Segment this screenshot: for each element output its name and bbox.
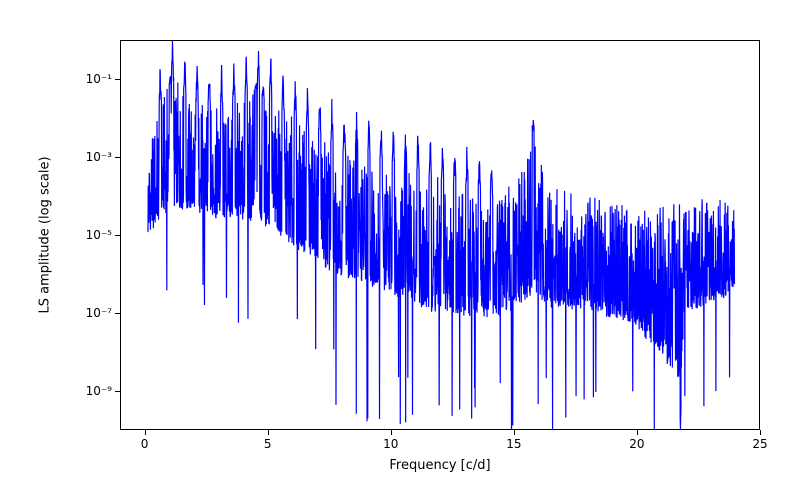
- y-axis-label: LS amplitude (log scale): [38, 156, 53, 313]
- x-tick-label: 5: [264, 437, 272, 451]
- x-tick-label: 0: [141, 437, 149, 451]
- y-tick-mark: [115, 157, 120, 158]
- x-tick-label: 15: [506, 437, 521, 451]
- x-axis-label: Frequency [c/d]: [389, 458, 490, 473]
- x-tick-label: 20: [629, 437, 644, 451]
- y-tick-mark: [115, 79, 120, 80]
- y-tick-label: 10⁻⁵: [86, 228, 112, 242]
- figure: Frequency [c/d] LS amplitude (log scale)…: [0, 0, 800, 500]
- x-tick-mark: [391, 430, 392, 435]
- series-line: [148, 41, 734, 429]
- y-tick-label: 10⁻⁷: [86, 306, 112, 320]
- y-tick-mark: [115, 391, 120, 392]
- x-tick-mark: [145, 430, 146, 435]
- x-tick-mark: [514, 430, 515, 435]
- x-tick-mark: [637, 430, 638, 435]
- y-tick-label: 10⁻¹: [86, 72, 112, 86]
- y-tick-mark: [115, 235, 120, 236]
- x-tick-mark: [268, 430, 269, 435]
- x-tick-label: 25: [752, 437, 767, 451]
- y-tick-label: 10⁻³: [86, 150, 112, 164]
- x-tick-label: 10: [383, 437, 398, 451]
- x-tick-mark: [760, 430, 761, 435]
- plot-area: [121, 41, 759, 429]
- y-tick-label: 10⁻⁹: [86, 384, 112, 398]
- axes-frame: [120, 40, 760, 430]
- y-tick-mark: [115, 313, 120, 314]
